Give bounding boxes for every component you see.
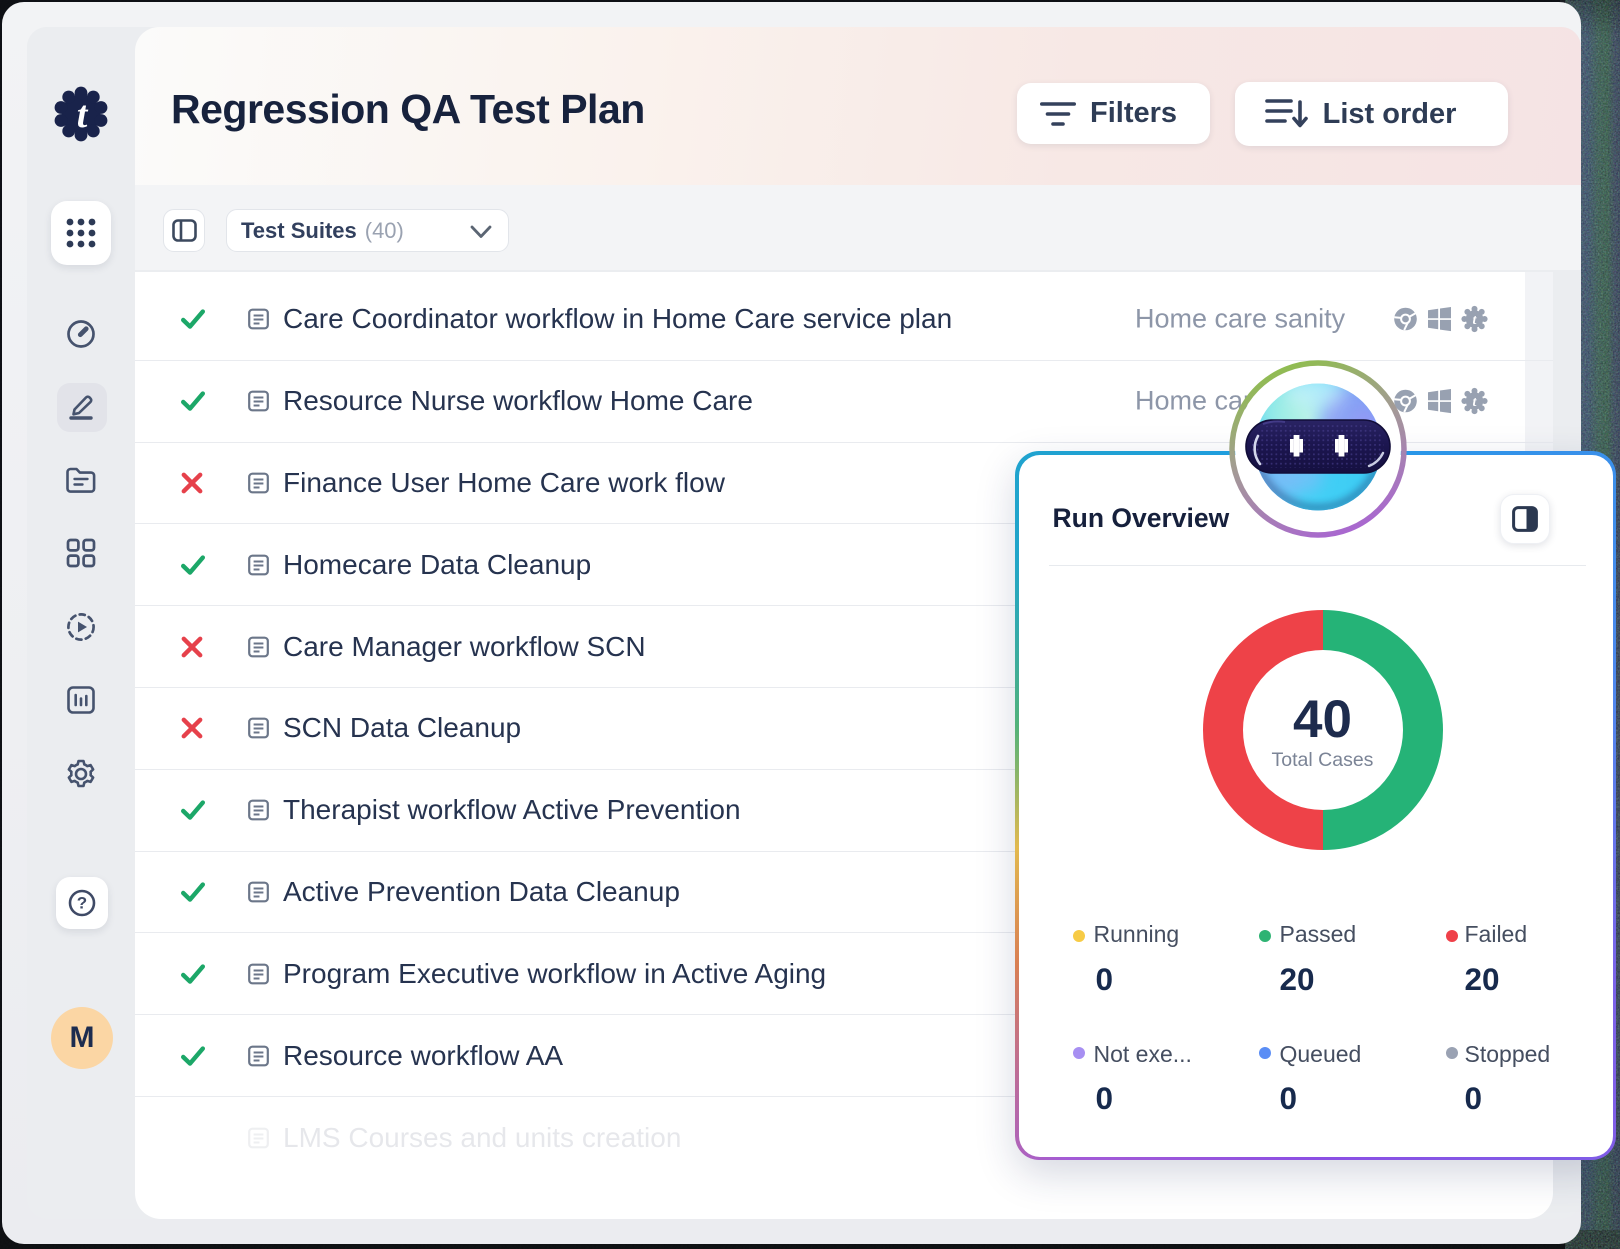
svg-text:t: t	[77, 94, 89, 136]
svg-text:?: ?	[77, 894, 87, 913]
